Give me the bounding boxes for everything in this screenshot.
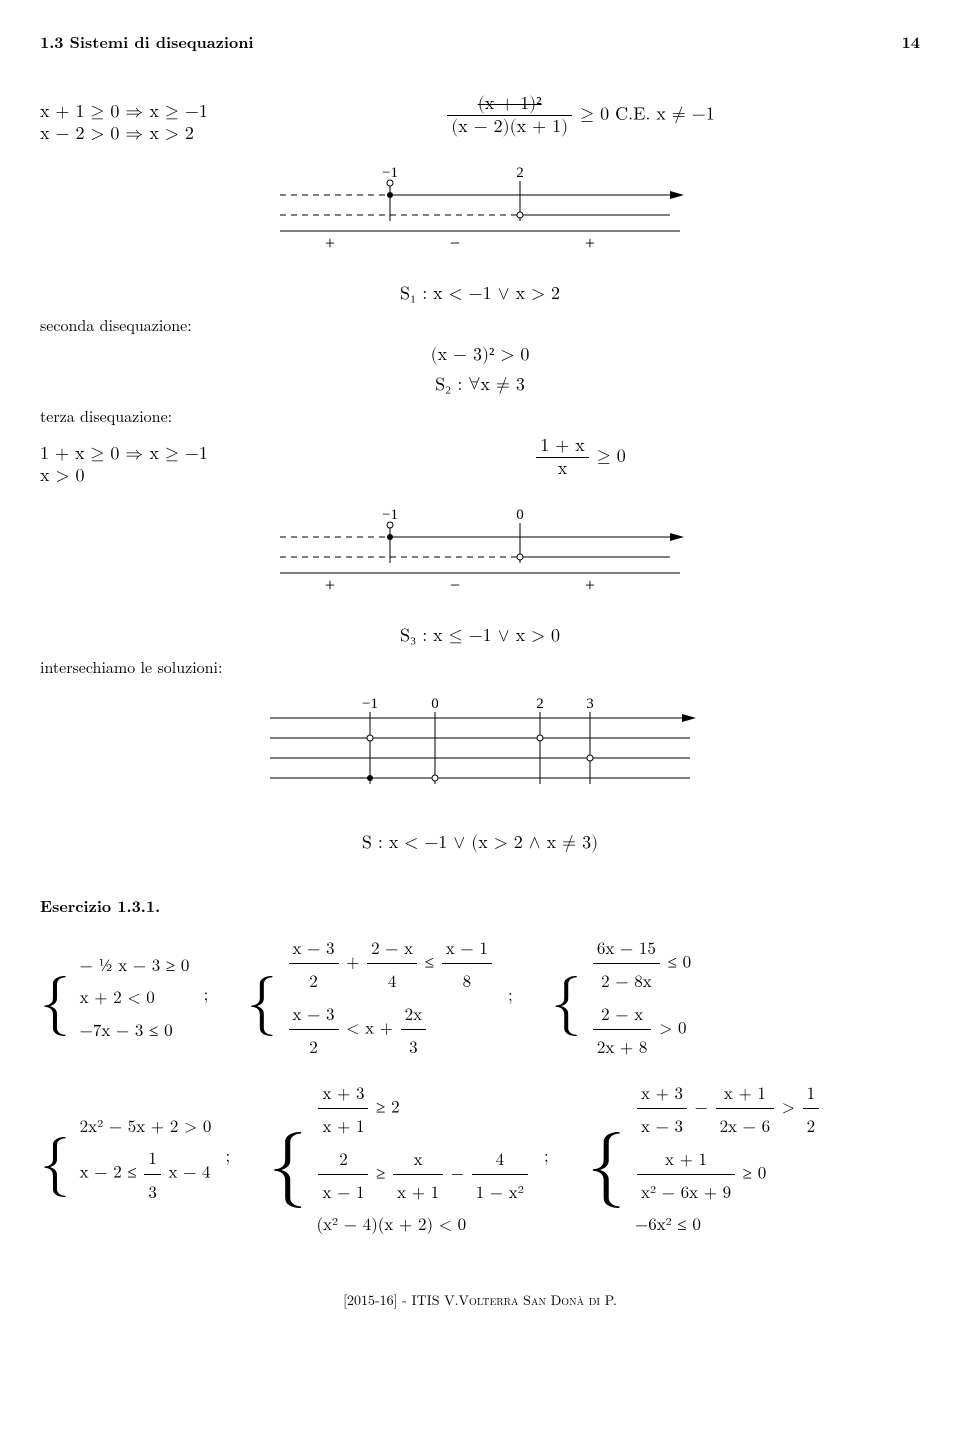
- cond-line-1: x + 1 ≥ 0 ⇒ x ≥ −1: [40, 101, 240, 123]
- top-block: x + 1 ≥ 0 ⇒ x ≥ −1 x − 2 > 0 ⇒ x > 2 (x …: [40, 93, 920, 145]
- terza-label: terza disequazione:: [40, 404, 920, 427]
- top-rhs: ≥ 0 C.E. x ≠ −1: [580, 105, 715, 123]
- svg-text:+: +: [585, 575, 595, 595]
- s-final: S : x < −1 ∨ (x > 2 ∧ x ≠ 3): [40, 832, 920, 854]
- exercise-title: Esercizio 1.3.1.: [40, 894, 920, 917]
- terza-fraction: 1 + x x: [536, 435, 588, 480]
- svg-text:+: +: [325, 575, 335, 595]
- sys-3: { 6x − 152 − 8x ≤ 0 2 − x2x + 8 > 0: [551, 931, 691, 1062]
- svg-text:2: 2: [516, 165, 524, 181]
- cond-line-2: x − 2 > 0 ⇒ x > 2: [40, 123, 240, 145]
- s3-line: S₃ : x ≤ −1 ∨ x > 0: [40, 625, 920, 647]
- sys-5: { x + 3x + 1 ≥ 2 2x − 1 ≥ xx + 1 − 41 − …: [269, 1076, 558, 1239]
- exercise-row-2: { 2x² − 5x + 2 > 0 x − 2 ≤ 13 x − 4 ; { …: [40, 1076, 920, 1239]
- seconda-label: seconda disequazione:: [40, 313, 920, 336]
- svg-text:+: +: [585, 233, 595, 253]
- svg-text:3: 3: [586, 696, 594, 712]
- svg-text:2: 2: [536, 696, 544, 712]
- mid-eq-2: S₂ : ∀x ≠ 3: [40, 374, 920, 396]
- s1-line: S₁ : x < −1 ∨ x > 2: [40, 283, 920, 305]
- exercise-row-1: { − ½ x − 3 ≥ 0 x + 2 < 0 −7x − 3 ≤ 0 ; …: [40, 931, 920, 1062]
- top-fraction: (x + 1)² (x − 2)(x + 1): [447, 93, 572, 138]
- intersection-diagram: −1 0 2 3: [260, 692, 700, 812]
- svg-text:−1: −1: [382, 507, 398, 523]
- svg-text:−1: −1: [382, 165, 398, 181]
- page-number: 14: [902, 30, 920, 53]
- sys-4: { 2x² − 5x + 2 > 0 x − 2 ≤ 13 x − 4 ;: [40, 1109, 239, 1207]
- footer: [2015-16] - ITIS V.Volterra San Donà di …: [40, 1290, 920, 1310]
- svg-text:−: −: [450, 233, 460, 253]
- sign-diagram-1: −1 2 + − +: [270, 159, 690, 269]
- terza-line-b: x > 0: [40, 465, 240, 487]
- terza-block: 1 + x ≥ 0 ⇒ x ≥ −1 x > 0 1 + x x ≥ 0: [40, 435, 920, 487]
- mid-eq-1: (x − 3)² > 0: [40, 344, 920, 366]
- header-section: 1.3 Sistemi di disequazioni: [40, 30, 254, 53]
- svg-text:−: −: [450, 575, 460, 595]
- svg-text:−1: −1: [362, 696, 378, 712]
- svg-text:+: +: [325, 233, 335, 253]
- svg-text:0: 0: [431, 696, 439, 712]
- terza-rhs: ≥ 0: [597, 447, 626, 465]
- inter-label: intersechiamo le soluzioni:: [40, 655, 920, 678]
- sys-1: { − ½ x − 3 ≥ 0 x + 2 < 0 −7x − 3 ≤ 0 ;: [40, 948, 217, 1045]
- terza-line-a: 1 + x ≥ 0 ⇒ x ≥ −1: [40, 443, 240, 465]
- sys-2: { x − 32 + 2 − x4 ≤ x − 18 x − 32 < x + …: [247, 931, 521, 1062]
- sign-diagram-2: −1 0 + − +: [270, 501, 690, 611]
- sys-6: { x + 3x − 3 − x + 12x − 6 > 12 x + 1x² …: [587, 1076, 821, 1239]
- svg-text:0: 0: [516, 507, 524, 523]
